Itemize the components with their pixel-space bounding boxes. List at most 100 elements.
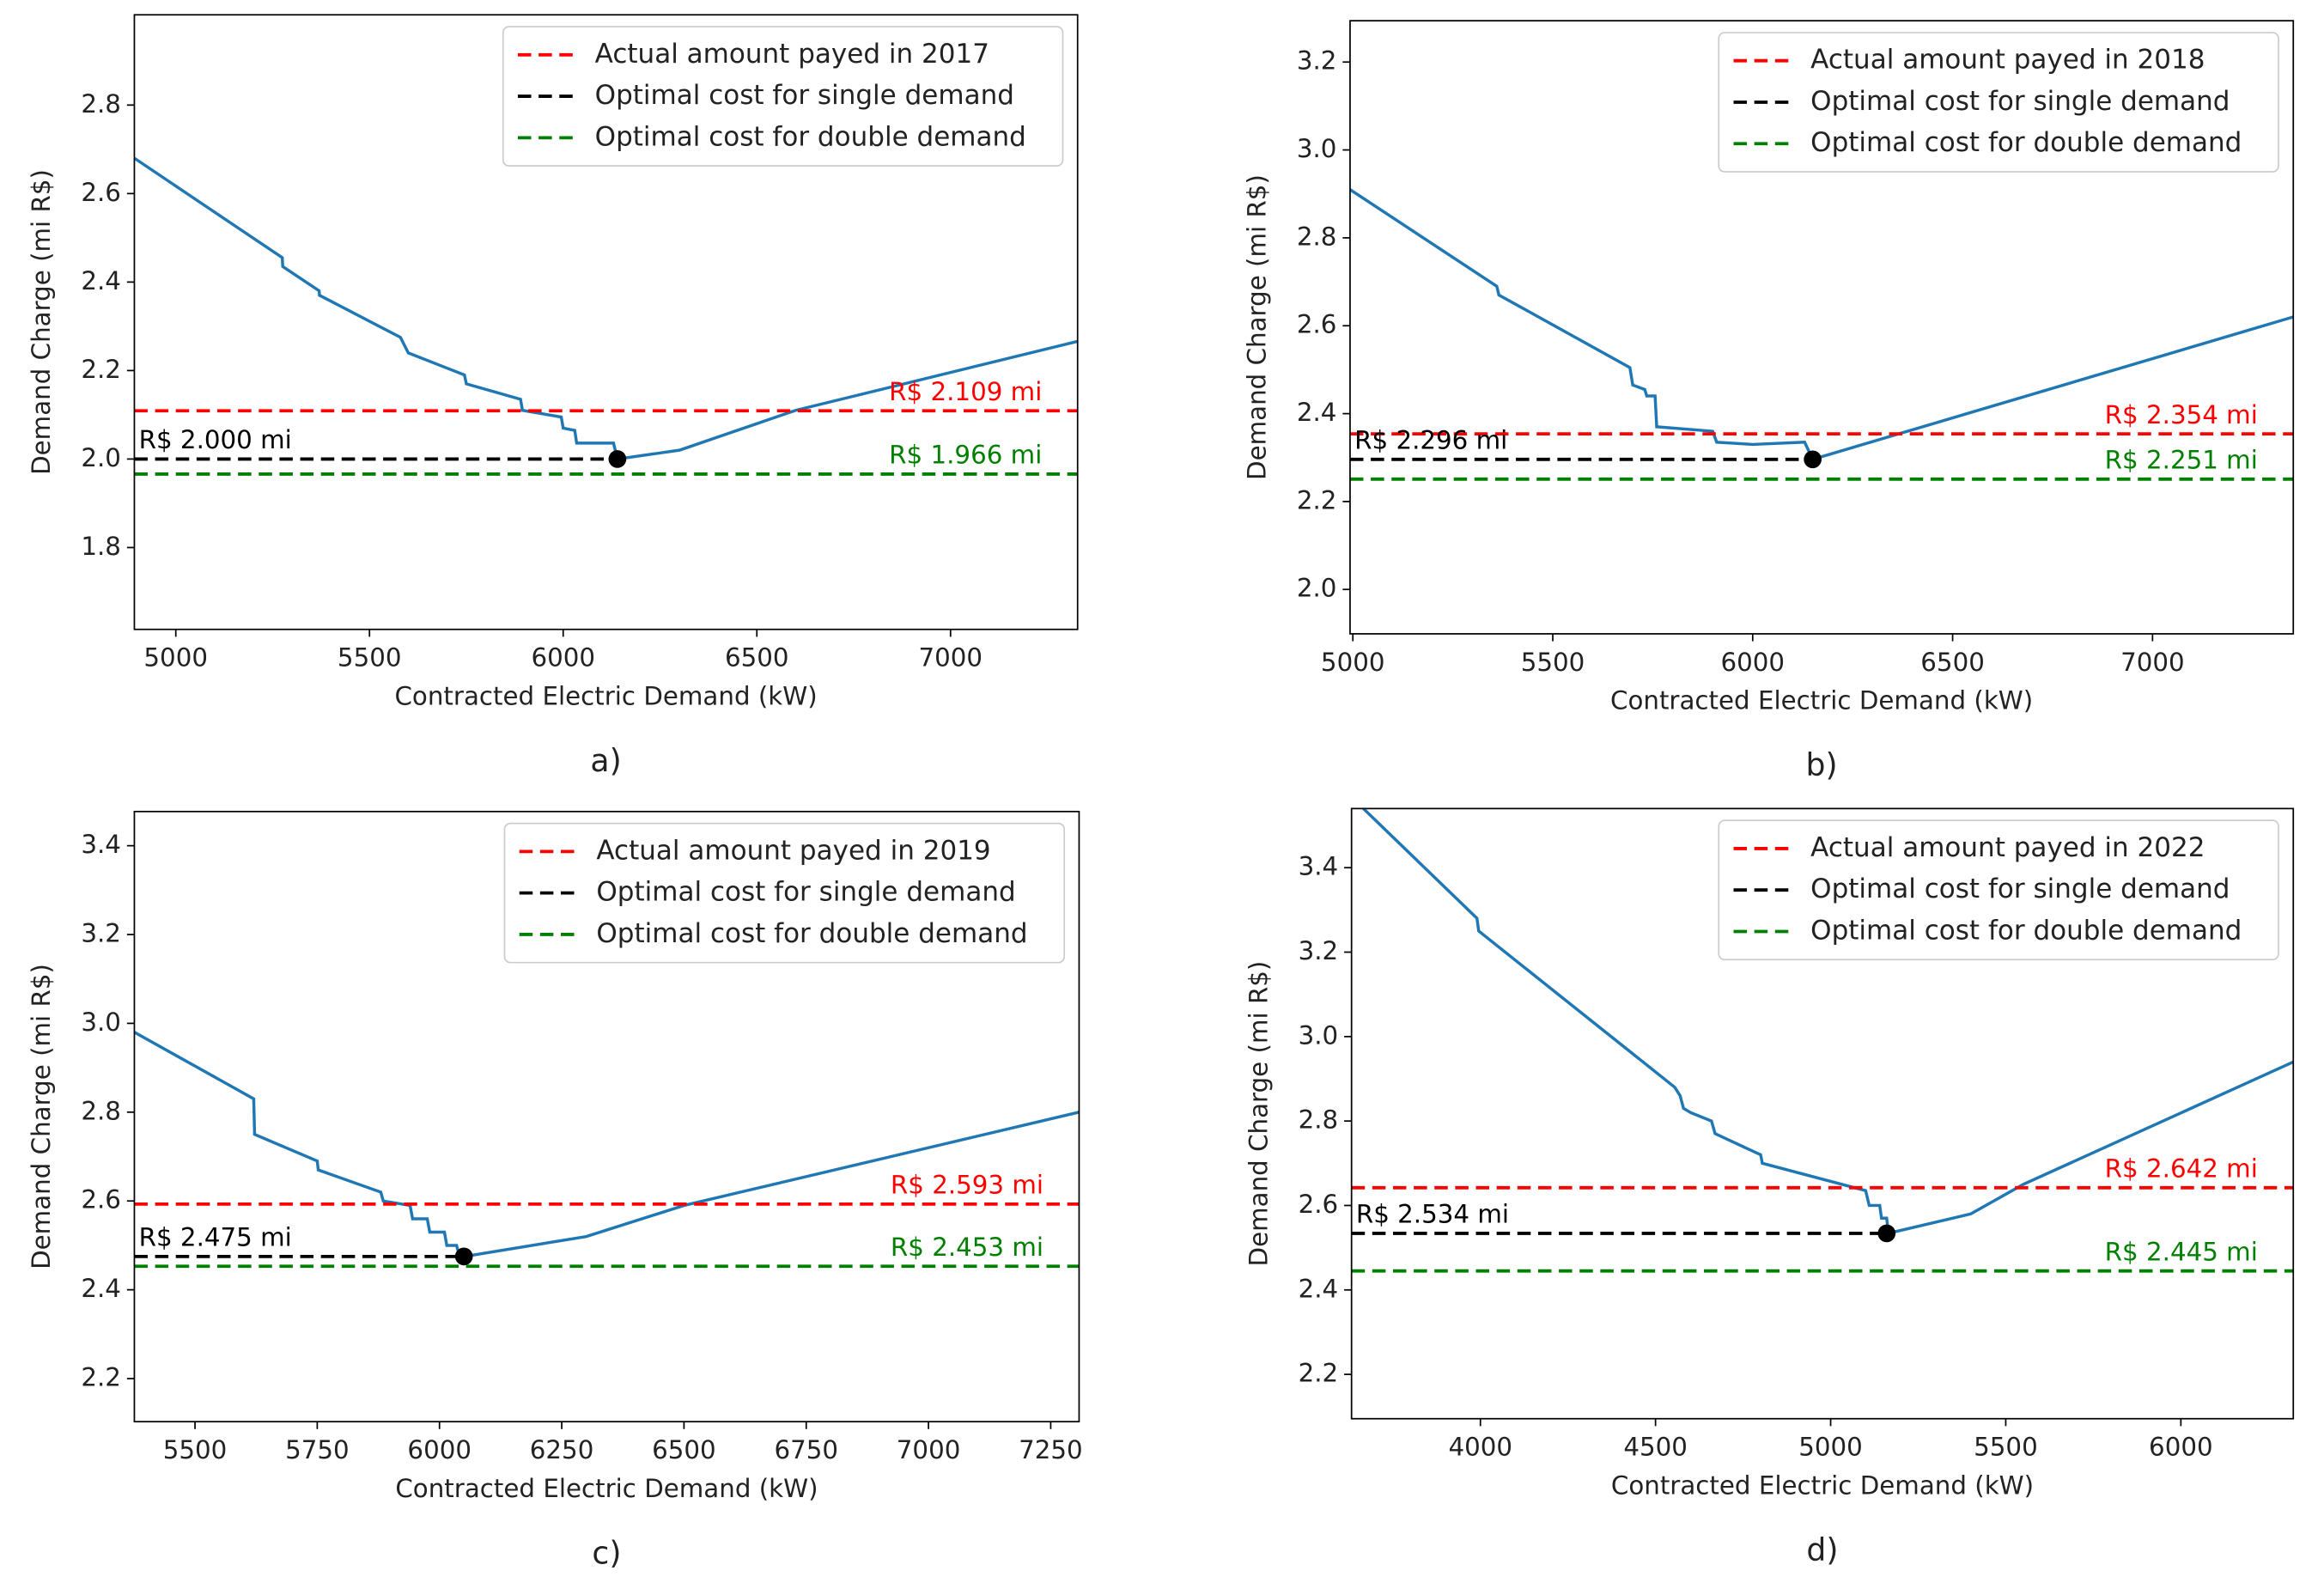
subplot: 5500 5750 6000 6250 6500 6750 7000 7250 2.2 2.4 2.… — [27, 810, 1083, 1571]
caption: b) — [1806, 746, 1838, 783]
x-tick-label: 7250 — [1019, 1435, 1083, 1464]
x-tick-label: 5000 — [143, 643, 208, 673]
legend-label: Actual amount payed in 2018 — [1810, 45, 2205, 76]
y-axis-label: Demand Charge (mi R$) — [1244, 961, 1273, 1267]
reference-label: R$ 2.354 mi — [2105, 400, 2258, 429]
reference-label: R$ 2.642 mi — [2105, 1154, 2258, 1184]
y-tick-label: 2.6 — [1299, 1190, 1339, 1219]
y-tick-label: 1.8 — [81, 532, 121, 561]
y-tick-label: 2.0 — [81, 443, 121, 472]
plot-area — [1349, 188, 2294, 481]
subplot: 5000 5500 6000 6500 7000 2.0 2.2 2.4 2.6 2.8 3.0 3.… — [1243, 20, 2295, 783]
x-tick-label: 5500 — [338, 643, 402, 673]
reference-label: R$ 2.251 mi — [2105, 446, 2258, 475]
x-axis-label: Contracted Electric Demand (kW) — [395, 1474, 818, 1503]
reference-label: R$ 1.966 mi — [889, 441, 1042, 470]
y-tick-label: 3.0 — [1297, 134, 1337, 163]
legend-label: Optimal cost for single demand — [595, 80, 1014, 111]
y-tick-label: 2.4 — [1299, 1274, 1339, 1303]
y-tick-label: 2.6 — [1297, 310, 1337, 339]
axes-frame — [1350, 807, 2295, 1420]
caption: d) — [1806, 1531, 1838, 1568]
legend-label: Optimal cost for double demand — [595, 121, 1026, 152]
subplot: 5000 5500 6000 6500 7000 1.8 2.0 2.2 2.4 2.6 2.8 R$… — [27, 14, 1079, 779]
x-axis-label: Contracted Electric Demand (kW) — [394, 682, 817, 711]
y-tick-label: 2.8 — [1299, 1105, 1339, 1135]
y-tick-label: 2.2 — [81, 1363, 121, 1392]
legend-label: Optimal cost for double demand — [1810, 915, 2242, 946]
axes-frame — [133, 810, 1080, 1423]
demand-curve — [1349, 188, 2294, 461]
reference-label: R$ 2.534 mi — [1356, 1200, 1509, 1229]
subplot: 4000 4500 5000 5500 6000 2.2 2.4 2.6 2.8 3.0 3.2 3.… — [1244, 807, 2295, 1568]
axes-frame — [1349, 20, 2295, 635]
x-tick-label: 6000 — [1721, 648, 1786, 677]
legend-box — [503, 822, 1066, 964]
y-tick-label: 3.2 — [1299, 936, 1339, 965]
y-tick-label: 3.2 — [81, 919, 121, 948]
y-tick-label: 2.2 — [81, 355, 121, 384]
caption: a) — [590, 742, 621, 779]
legend-label: Actual amount payed in 2017 — [595, 39, 989, 70]
legend-box — [1718, 32, 2279, 173]
x-tick-label: 5000 — [1798, 1433, 1863, 1462]
optimum-point — [1877, 1224, 1896, 1243]
reference-label: R$ 2.445 mi — [2105, 1237, 2258, 1266]
x-tick-label: 5500 — [1521, 648, 1585, 677]
y-axis-label: Demand Charge (mi R$) — [1243, 174, 1272, 480]
legend-label: Optimal cost for double demand — [596, 918, 1027, 949]
x-axis-label: Contracted Electric Demand (kW) — [1611, 1471, 2034, 1501]
x-tick-label: 6000 — [407, 1435, 471, 1464]
y-tick-label: 3.2 — [1297, 46, 1337, 76]
x-tick-label: 6250 — [530, 1435, 594, 1464]
legend-label: Optimal cost for double demand — [1810, 127, 2242, 158]
optimum-point — [608, 450, 627, 468]
reference-label: R$ 2.109 mi — [889, 377, 1042, 406]
y-tick-label: 2.0 — [1297, 574, 1337, 603]
x-tick-label: 5000 — [1321, 648, 1385, 677]
legend-label: Optimal cost for single demand — [1810, 86, 2230, 117]
y-tick-label: 3.4 — [1299, 852, 1339, 881]
y-tick-label: 2.6 — [81, 178, 121, 207]
legend-label: Optimal cost for single demand — [1810, 874, 2230, 904]
y-axis-label: Demand Charge (mi R$) — [27, 964, 56, 1269]
optimum-point — [454, 1247, 473, 1266]
y-tick-label: 2.4 — [1297, 398, 1337, 427]
reference-label: R$ 2.593 mi — [891, 1171, 1043, 1200]
x-tick-label: 4000 — [1448, 1433, 1512, 1462]
x-tick-label: 7000 — [897, 1435, 961, 1464]
legend-label: Optimal cost for single demand — [596, 877, 1015, 908]
reference-label: R$ 2.000 mi — [139, 425, 292, 454]
x-tick-label: 6500 — [652, 1435, 716, 1464]
y-tick-label: 2.2 — [1297, 485, 1337, 514]
axes-frame — [133, 14, 1079, 630]
optimum-point — [1804, 450, 1822, 469]
y-tick-label: 2.4 — [81, 266, 121, 295]
x-axis-label: Contracted Electric Demand (kW) — [1610, 686, 2033, 715]
y-tick-label: 2.6 — [81, 1185, 121, 1215]
x-tick-label: 6750 — [774, 1435, 838, 1464]
y-tick-label: 2.2 — [1299, 1359, 1339, 1388]
x-tick-label: 5750 — [285, 1435, 350, 1464]
x-tick-label: 7000 — [919, 643, 983, 673]
legend-label: Actual amount payed in 2022 — [1810, 832, 2205, 863]
reference-label: R$ 2.296 mi — [1354, 426, 1507, 455]
y-tick-label: 2.8 — [81, 89, 121, 119]
caption: c) — [592, 1534, 621, 1571]
legend-box — [502, 26, 1064, 167]
x-tick-label: 6000 — [531, 643, 595, 673]
x-tick-label: 5500 — [163, 1435, 228, 1464]
legend-label: Actual amount payed in 2019 — [596, 835, 990, 866]
y-tick-label: 3.0 — [1299, 1020, 1339, 1050]
x-tick-label: 5500 — [1974, 1433, 2038, 1462]
reference-label: R$ 2.453 mi — [891, 1233, 1043, 1262]
y-axis-label: Demand Charge (mi R$) — [27, 169, 56, 475]
x-tick-label: 6500 — [1920, 648, 1985, 677]
y-tick-label: 3.4 — [81, 830, 121, 859]
y-tick-label: 2.4 — [81, 1274, 121, 1303]
reference-label: R$ 2.475 mi — [139, 1223, 292, 1252]
legend-box — [1718, 819, 2279, 961]
x-tick-label: 6000 — [2149, 1433, 2213, 1462]
x-tick-label: 7000 — [2120, 648, 2185, 677]
